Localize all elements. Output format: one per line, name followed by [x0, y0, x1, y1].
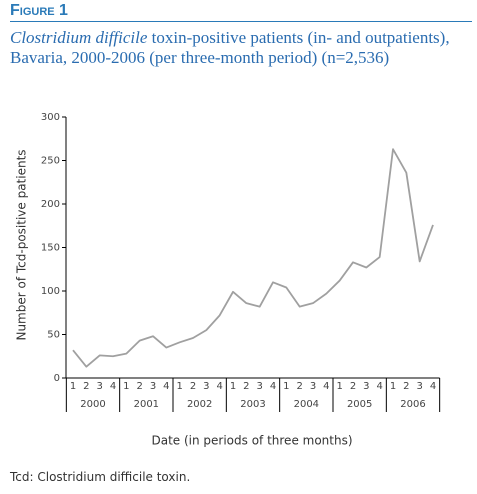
x-tick-label: 3 [416, 381, 422, 392]
x-tick-label: 2 [403, 381, 409, 392]
group-label: 2000 [80, 399, 105, 410]
x-tick-label: 3 [150, 381, 156, 392]
x-tick-label: 1 [70, 381, 76, 392]
group-label: 2001 [134, 399, 159, 410]
x-tick-label: 2 [83, 381, 89, 392]
x-tick-label: 4 [110, 381, 116, 392]
x-tick-label: 3 [310, 381, 316, 392]
group-label: 2003 [240, 399, 265, 410]
group-label: 2004 [294, 399, 319, 410]
x-tick-label: 3 [256, 381, 262, 392]
group-label: 2002 [187, 399, 212, 410]
y-tick-label: 250 [41, 156, 60, 167]
figure-label: Figure 1 [10, 2, 472, 22]
x-tick-label: 4 [163, 381, 169, 392]
x-tick-label: 2 [350, 381, 356, 392]
x-tick-label: 1 [336, 381, 342, 392]
x-tick-label: 2 [243, 381, 249, 392]
x-tick-label: 1 [230, 381, 236, 392]
group-label: 2006 [400, 399, 425, 410]
x-tick-label: 4 [216, 381, 222, 392]
chart: Number of Tcd-positive patients Date (in… [15, 112, 441, 448]
x-tick-label: 1 [176, 381, 182, 392]
x-tick-label: 4 [376, 381, 382, 392]
x-tick-label: 4 [323, 381, 329, 392]
y-axis-label: Number of Tcd-positive patients [15, 149, 29, 340]
y-tick-label: 50 [47, 330, 60, 341]
x-tick-label: 3 [203, 381, 209, 392]
group-label: 2005 [347, 399, 372, 410]
x-tick-label: 2 [136, 381, 142, 392]
x-tick-label: 1 [283, 381, 289, 392]
x-tick-label: 1 [123, 381, 129, 392]
title-text: toxin-positive patients (in- and outpati… [10, 28, 450, 67]
x-tick-label: 3 [363, 381, 369, 392]
chart-title: Clostridium difficile toxin-positive pat… [10, 28, 450, 68]
footnote: Tcd: Clostridium difficile toxin. [10, 470, 191, 484]
x-tick-label: 4 [430, 381, 436, 392]
y-tick-label: 100 [41, 286, 60, 297]
title-species: Clostridium difficile [10, 28, 148, 47]
y-tick-label: 300 [41, 112, 60, 123]
x-tick-label: 3 [96, 381, 102, 392]
x-tick-label: 1 [390, 381, 396, 392]
x-tick-label: 2 [296, 381, 302, 392]
y-tick-label: 150 [41, 243, 60, 254]
y-tick-label: 0 [54, 373, 60, 384]
data-line [72, 148, 434, 368]
x-tick-label: 4 [270, 381, 276, 392]
x-axis-label: Date (in periods of three months) [151, 434, 352, 448]
y-tick-label: 200 [41, 199, 60, 210]
x-tick-label: 2 [190, 381, 196, 392]
